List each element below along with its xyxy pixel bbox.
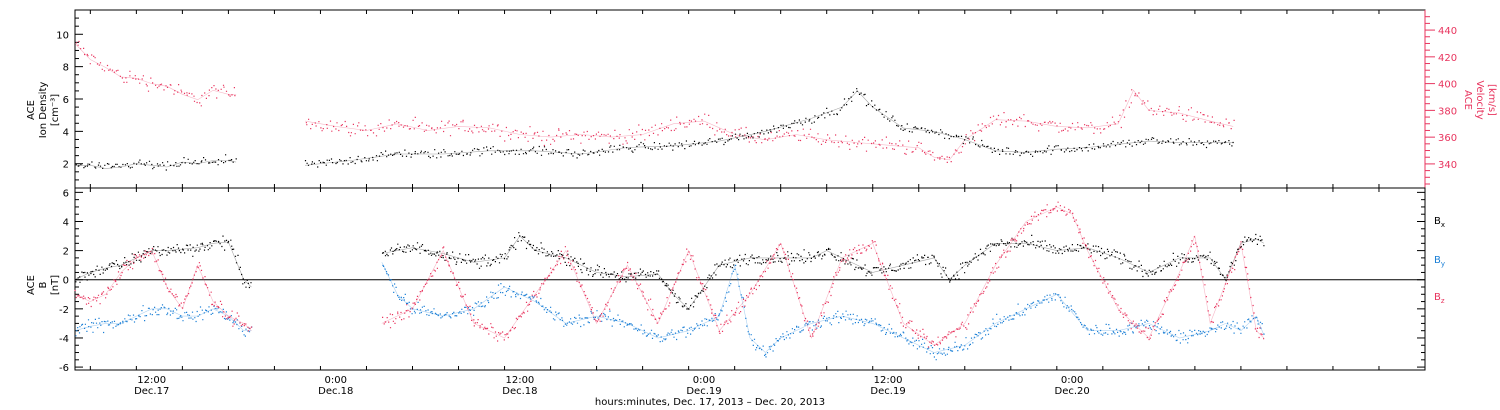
bottom-by-trend-1 xyxy=(381,262,1265,353)
top-left-tick-label: 8 xyxy=(63,63,69,74)
x-tick-date: Dec.17 xyxy=(134,386,169,397)
bottom-ylabel-ace: ACE xyxy=(26,275,37,295)
bottom-tick-label: 4 xyxy=(63,217,69,228)
legend-bx-letter: B xyxy=(1434,216,1441,227)
x-tick-time: 12:00 xyxy=(505,375,534,386)
top-left-tick-label: 4 xyxy=(63,127,69,138)
legend-bz: Bz xyxy=(1434,292,1445,305)
x-tick-date: Dec.18 xyxy=(502,386,537,397)
x-tick-time: 12:00 xyxy=(137,375,166,386)
bottom-by-dots-1 xyxy=(382,264,1265,361)
x-tick-date: Dec.19 xyxy=(686,386,721,397)
top-velocity-trend-0 xyxy=(74,43,237,101)
x-tick-time: 0:00 xyxy=(325,375,347,386)
top-ylabel-ace: ACE xyxy=(26,100,37,120)
x-axis-label: hours:minutes, Dec. 17, 2013 – Dec. 20, … xyxy=(595,397,825,408)
legend-by-letter: B xyxy=(1434,255,1441,266)
top-ylabel-units: [cm⁻³] xyxy=(50,94,61,126)
right-ylabel-velocity: Velocity xyxy=(1474,80,1485,119)
bottom-bz-dots-0 xyxy=(74,247,253,332)
top-ylabel-ion-density: Ion Density xyxy=(38,82,49,139)
top-velocity-dots-0 xyxy=(75,40,236,107)
top-ion-density-trend-0 xyxy=(75,160,237,169)
bottom-bx-dots-0 xyxy=(75,235,252,289)
top-left-tick-label: 6 xyxy=(63,95,69,106)
bottom-bz-trend-0 xyxy=(74,250,252,331)
x-tick-date: Dec.20 xyxy=(1055,386,1090,397)
top-ion-density-dots-1 xyxy=(304,88,1234,168)
bottom-tick-label: -4 xyxy=(59,334,69,345)
x-tick-time: 12:00 xyxy=(874,375,903,386)
bottom-series-bx xyxy=(74,232,1265,310)
bottom-bx-dots-1 xyxy=(382,232,1265,310)
top-ion-density-dots-0 xyxy=(75,154,237,171)
top-right-tick-label: 340 xyxy=(1438,160,1457,171)
bottom-by-trend-0 xyxy=(74,308,252,331)
x-tick-time: 0:00 xyxy=(1061,375,1083,386)
legend-bz-letter: B xyxy=(1434,292,1441,303)
top-left-tick-label: 2 xyxy=(63,160,69,171)
bottom-by-dots-0 xyxy=(75,304,253,337)
bottom-tick-label: -6 xyxy=(59,363,69,374)
top-left-tick-label: 10 xyxy=(56,30,69,41)
legend: Bx By Bz xyxy=(1434,216,1445,305)
bottom-bz-dots-1 xyxy=(382,201,1265,348)
top-right-tick-label: 420 xyxy=(1438,53,1457,64)
legend-bx-sub: x xyxy=(1441,221,1445,229)
bottom-tick-label: 0 xyxy=(63,276,69,287)
bottom-bz-trend-1 xyxy=(381,206,1265,346)
top-right-tick-label: 380 xyxy=(1438,106,1457,117)
bottom-series-bz xyxy=(74,201,1265,348)
x-tick-date: Dec.18 xyxy=(318,386,353,397)
bottom-bx-trend-1 xyxy=(381,235,1265,310)
top-right-tick-label: 400 xyxy=(1438,80,1457,91)
bottom-ylabel-units: [nT] xyxy=(50,275,61,295)
x-tick-date: Dec.19 xyxy=(870,386,905,397)
top-panel-frame xyxy=(74,9,1426,189)
top-right-ylabel: ACE Velocity [km/s] xyxy=(1462,80,1497,119)
top-left-ylabel: ACE Ion Density [cm⁻³] xyxy=(26,82,61,139)
right-ylabel-ace: ACE xyxy=(1462,90,1473,110)
top-right-tick-label: 360 xyxy=(1438,133,1457,144)
legend-bz-sub: z xyxy=(1441,297,1445,305)
top-series-velocity xyxy=(74,40,1235,163)
legend-by: By xyxy=(1434,255,1445,268)
right-ylabel-units: [km/s] xyxy=(1486,84,1497,116)
bottom-ylabel-b: B xyxy=(38,281,49,288)
top-velocity-dots-1 xyxy=(305,89,1235,163)
bottom-series-by xyxy=(74,262,1265,361)
bottom-tick-label: 6 xyxy=(63,188,69,199)
x-tick-time: 0:00 xyxy=(693,375,715,386)
top-series-ion-density xyxy=(75,88,1234,171)
legend-by-sub: y xyxy=(1441,260,1445,268)
bottom-bx-trend-0 xyxy=(74,241,252,288)
legend-bx: Bx xyxy=(1434,216,1445,229)
top-right-tick-label: 440 xyxy=(1438,26,1457,37)
bottom-tick-label: 2 xyxy=(63,247,69,258)
bottom-left-ylabel: ACE B [nT] xyxy=(26,275,61,295)
bottom-tick-label: -2 xyxy=(59,305,69,316)
bottom-panel-frame xyxy=(74,187,1426,371)
